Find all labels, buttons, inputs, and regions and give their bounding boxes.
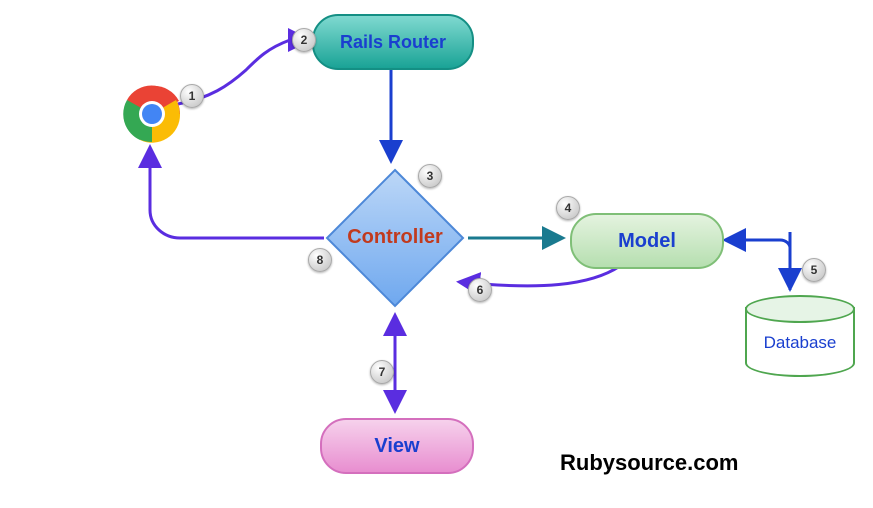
step-1: 1 — [180, 84, 204, 108]
step-7-label: 7 — [379, 365, 386, 379]
model-label: Model — [618, 230, 676, 253]
controller-label: Controller — [327, 226, 463, 249]
step-4-label: 4 — [565, 201, 572, 215]
attribution-text: Rubysource.com — [560, 450, 739, 476]
chrome-icon — [123, 86, 180, 143]
step-4: 4 — [556, 196, 580, 220]
step-1-label: 1 — [189, 89, 196, 103]
edge-database-model — [726, 240, 790, 290]
model-node: Model — [570, 213, 724, 269]
step-8: 8 — [308, 248, 332, 272]
step-3-label: 3 — [427, 169, 434, 183]
step-3: 3 — [418, 164, 442, 188]
step-2-label: 2 — [301, 33, 308, 47]
step-5-label: 5 — [811, 263, 818, 277]
view-label: View — [374, 435, 419, 458]
database-node: Database — [745, 295, 855, 375]
router-node: Rails Router — [312, 14, 474, 70]
step-5: 5 — [802, 258, 826, 282]
controller-node — [327, 170, 463, 306]
edge-controller-browser — [150, 148, 324, 238]
view-node: View — [320, 418, 474, 474]
step-2: 2 — [292, 28, 316, 52]
step-8-label: 8 — [317, 253, 324, 267]
step-6-label: 6 — [477, 283, 484, 297]
step-6: 6 — [468, 278, 492, 302]
router-label: Rails Router — [340, 32, 446, 53]
step-7: 7 — [370, 360, 394, 384]
